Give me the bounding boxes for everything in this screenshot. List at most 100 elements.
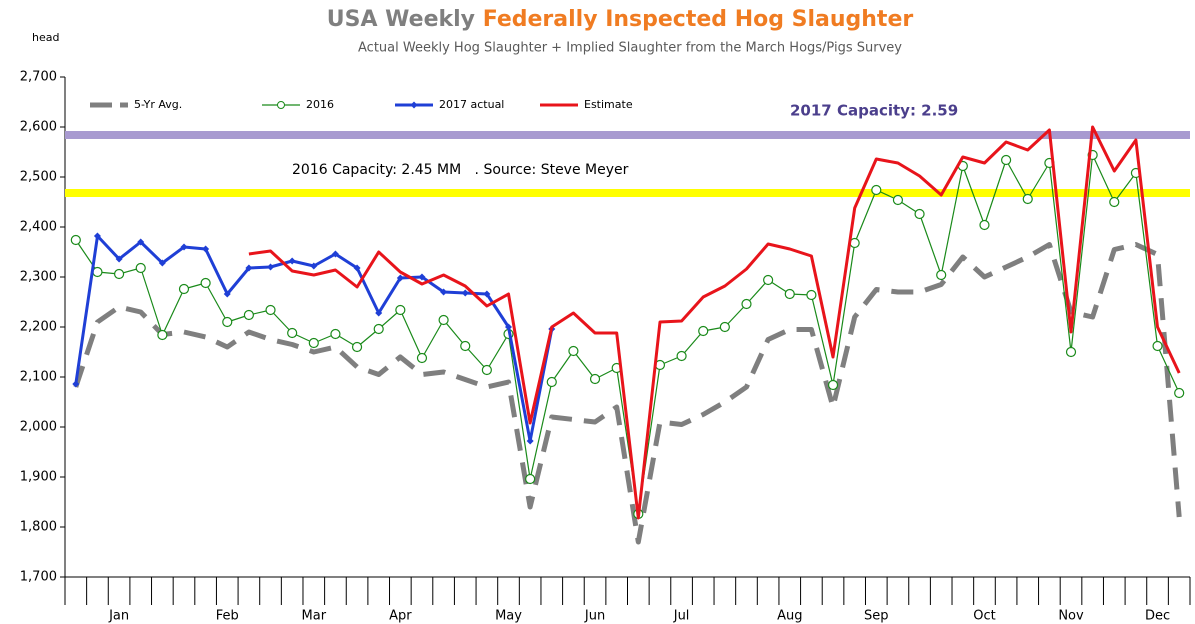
y-axis-label: head	[32, 31, 59, 44]
legend-marker	[277, 101, 285, 109]
point	[526, 437, 534, 445]
chart-subtitle: Actual Weekly Hog Slaughter + Implied Sl…	[358, 41, 902, 56]
y-tick-label: 1,700	[20, 570, 57, 585]
y-tick-label: 1,800	[20, 520, 57, 535]
point	[351, 341, 363, 353]
point	[200, 277, 211, 289]
point	[936, 269, 947, 281]
point	[1001, 154, 1012, 166]
point	[310, 262, 318, 270]
x-tick-label: Jun	[584, 609, 605, 624]
point	[395, 304, 406, 316]
legend-label: Estimate	[584, 98, 633, 111]
point	[483, 290, 491, 298]
legend-label: 2016	[306, 98, 334, 111]
point	[202, 245, 210, 253]
x-tick-label: Aug	[777, 609, 802, 624]
point	[243, 309, 254, 321]
y-tick-label: 2,200	[20, 320, 57, 335]
point	[871, 184, 882, 196]
point	[373, 323, 384, 335]
y-tick-label: 2,600	[20, 120, 57, 135]
point	[1109, 196, 1120, 208]
x-tick-label: May	[495, 609, 522, 624]
series-line	[73, 242, 1182, 545]
y-tick-label: 2,700	[20, 70, 57, 85]
annotation-bg	[280, 158, 675, 182]
point	[1174, 387, 1185, 399]
point	[330, 328, 341, 340]
annotation: 2017 Capacity: 2.59	[790, 102, 958, 120]
point	[115, 255, 123, 263]
point	[265, 304, 276, 316]
x-tick-label: Sep	[864, 609, 889, 624]
legend-label: 5-Yr Avg.	[134, 98, 182, 111]
x-tick-label: Nov	[1058, 609, 1084, 624]
point	[331, 250, 339, 258]
point	[180, 243, 188, 251]
legend-label: 2017 actual	[439, 98, 504, 111]
x-tick-label: Jan	[108, 609, 129, 624]
point	[546, 376, 557, 388]
point	[72, 380, 80, 388]
x-tick-label: Mar	[302, 609, 327, 624]
annotation: 2016 Capacity: 2.45 MM . Source: Steve M…	[292, 162, 629, 178]
point	[157, 329, 168, 341]
title-part: USA Weekly	[327, 7, 475, 32]
point	[979, 219, 990, 231]
point	[763, 274, 774, 286]
point	[892, 194, 904, 206]
point	[461, 289, 469, 297]
point	[784, 288, 795, 300]
point	[568, 345, 579, 357]
point	[438, 314, 449, 326]
point	[287, 327, 298, 339]
point	[589, 373, 601, 385]
point	[719, 321, 730, 333]
point	[113, 268, 125, 280]
point	[481, 364, 492, 376]
point	[460, 340, 471, 352]
x-tick-label: Feb	[216, 609, 239, 624]
point	[222, 316, 233, 328]
point	[676, 350, 687, 362]
point	[223, 290, 231, 298]
point	[137, 238, 145, 246]
y-tick-label: 1,900	[20, 470, 57, 485]
point	[178, 283, 190, 295]
point	[440, 288, 448, 296]
chart-title: USA Weekly Federally Inspected Hog Slaug…	[327, 7, 914, 32]
point	[135, 262, 146, 274]
y-tick-label: 2,000	[20, 420, 57, 435]
point	[375, 309, 383, 317]
x-tick-label: Oct	[973, 609, 995, 624]
x-tick-label: Jul	[673, 609, 690, 624]
x-tick-label: Dec	[1145, 609, 1170, 624]
point	[416, 352, 428, 364]
point	[308, 337, 319, 349]
point	[92, 266, 103, 278]
point	[1152, 340, 1163, 352]
point	[70, 234, 81, 246]
point	[806, 289, 817, 301]
point	[267, 263, 275, 271]
y-tick-label: 2,100	[20, 370, 57, 385]
point	[353, 264, 361, 272]
title-part: Federally Inspected Hog Slaughter	[483, 7, 914, 32]
point	[827, 379, 839, 391]
point	[505, 323, 513, 331]
point	[698, 325, 709, 337]
point	[914, 208, 925, 220]
point	[288, 257, 296, 265]
point	[396, 274, 404, 282]
point	[1065, 346, 1077, 358]
point	[1022, 193, 1033, 205]
y-tick-label: 2,300	[20, 270, 57, 285]
point	[741, 298, 752, 310]
point	[418, 273, 426, 281]
point	[245, 264, 253, 272]
series-line	[248, 125, 1181, 520]
point	[158, 259, 166, 267]
x-tick-label: Apr	[389, 609, 412, 624]
